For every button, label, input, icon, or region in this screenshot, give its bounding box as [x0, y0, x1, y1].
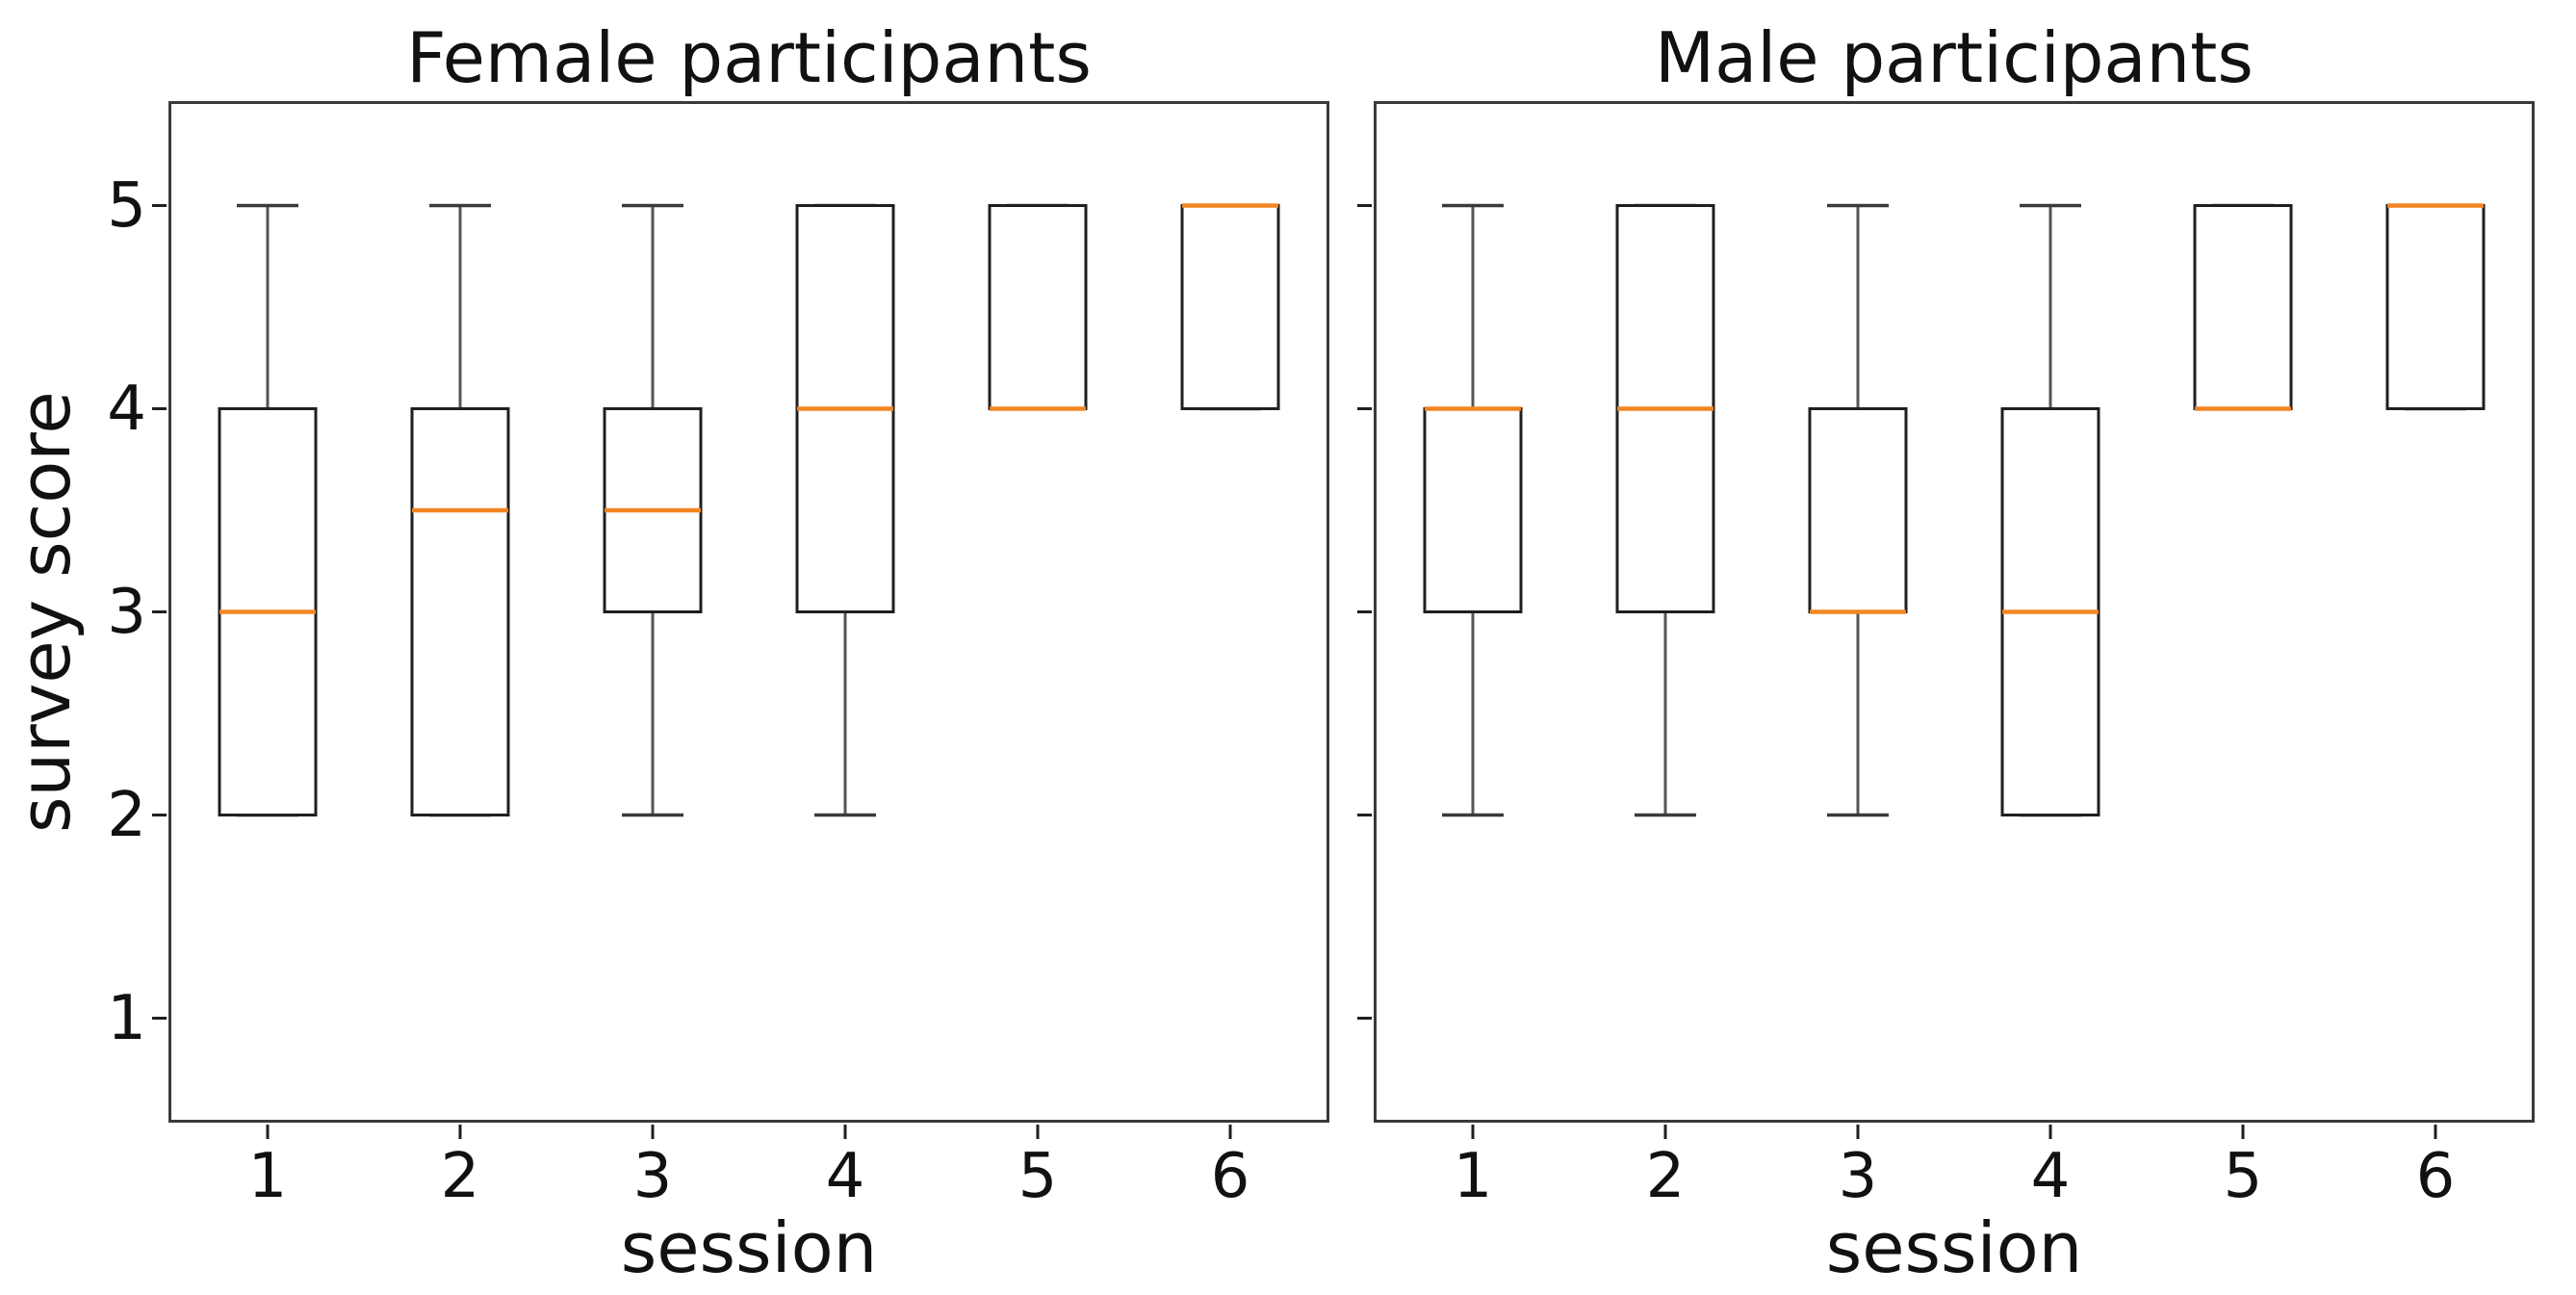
x-tick-label: 6 [1210, 1141, 1250, 1212]
x-tick-label: 5 [1018, 1141, 1058, 1212]
iqr-box [1180, 204, 1280, 410]
y-tick-labels: 1 2 3 4 5 [0, 0, 154, 1295]
left-x-tick-labels: 1 2 3 4 5 6 [171, 1138, 1332, 1225]
x-tick-label: 1 [1453, 1141, 1493, 1212]
y-tick-label: 3 [107, 576, 146, 648]
left-x-axis-label: session [620, 1207, 878, 1288]
x-tick-label: 4 [825, 1141, 865, 1212]
left-plot-title: Female participants [406, 17, 1092, 98]
x-tick-label: 2 [1645, 1141, 1686, 1212]
x-tick-label: 5 [2223, 1141, 2263, 1212]
x-tick-label: 3 [1838, 1141, 1878, 1212]
male-participants-axes [1357, 101, 2535, 1139]
iqr-box [988, 204, 1088, 410]
boxplot-session-2 [1615, 203, 1715, 817]
boxplot-session-3 [603, 203, 703, 817]
female-participants-axes [152, 101, 1329, 1139]
boxplot-session-6 [1180, 203, 1280, 411]
right-x-axis-label: session [1825, 1207, 2083, 1288]
right-x-tick-labels: 1 2 3 4 5 6 [1377, 1138, 2537, 1225]
iqr-box [1808, 407, 1908, 613]
male-boxplot-canvas [1357, 203, 2486, 1139]
x-tick-label: 6 [2415, 1141, 2456, 1212]
boxplot-session-3 [1808, 203, 1908, 817]
boxplot-session-4 [795, 203, 895, 817]
y-tick-label: 5 [107, 169, 146, 242]
y-tick-label: 1 [107, 982, 146, 1054]
x-tick-label: 3 [632, 1141, 673, 1212]
iqr-box [2193, 204, 2293, 410]
y-tick-label: 4 [107, 373, 146, 445]
x-tick-label: 4 [2030, 1141, 2071, 1212]
boxplot-session-1 [1423, 203, 1523, 817]
boxplot-session-2 [410, 203, 510, 817]
x-tick-label: 2 [440, 1141, 480, 1212]
female-boxplot-canvas [152, 203, 1280, 1139]
boxplot-session-5 [988, 203, 1088, 411]
x-tick-label: 1 [247, 1141, 288, 1212]
iqr-box [1423, 407, 1523, 613]
boxplot-session-5 [2193, 203, 2293, 411]
boxplot-session-1 [218, 203, 318, 817]
iqr-box [2385, 204, 2486, 410]
boxplot-session-4 [2000, 203, 2100, 817]
y-tick-label: 2 [107, 779, 146, 851]
right-plot-title: Male participants [1655, 17, 2254, 98]
iqr-box [410, 407, 510, 816]
boxplot-session-6 [2385, 203, 2486, 411]
